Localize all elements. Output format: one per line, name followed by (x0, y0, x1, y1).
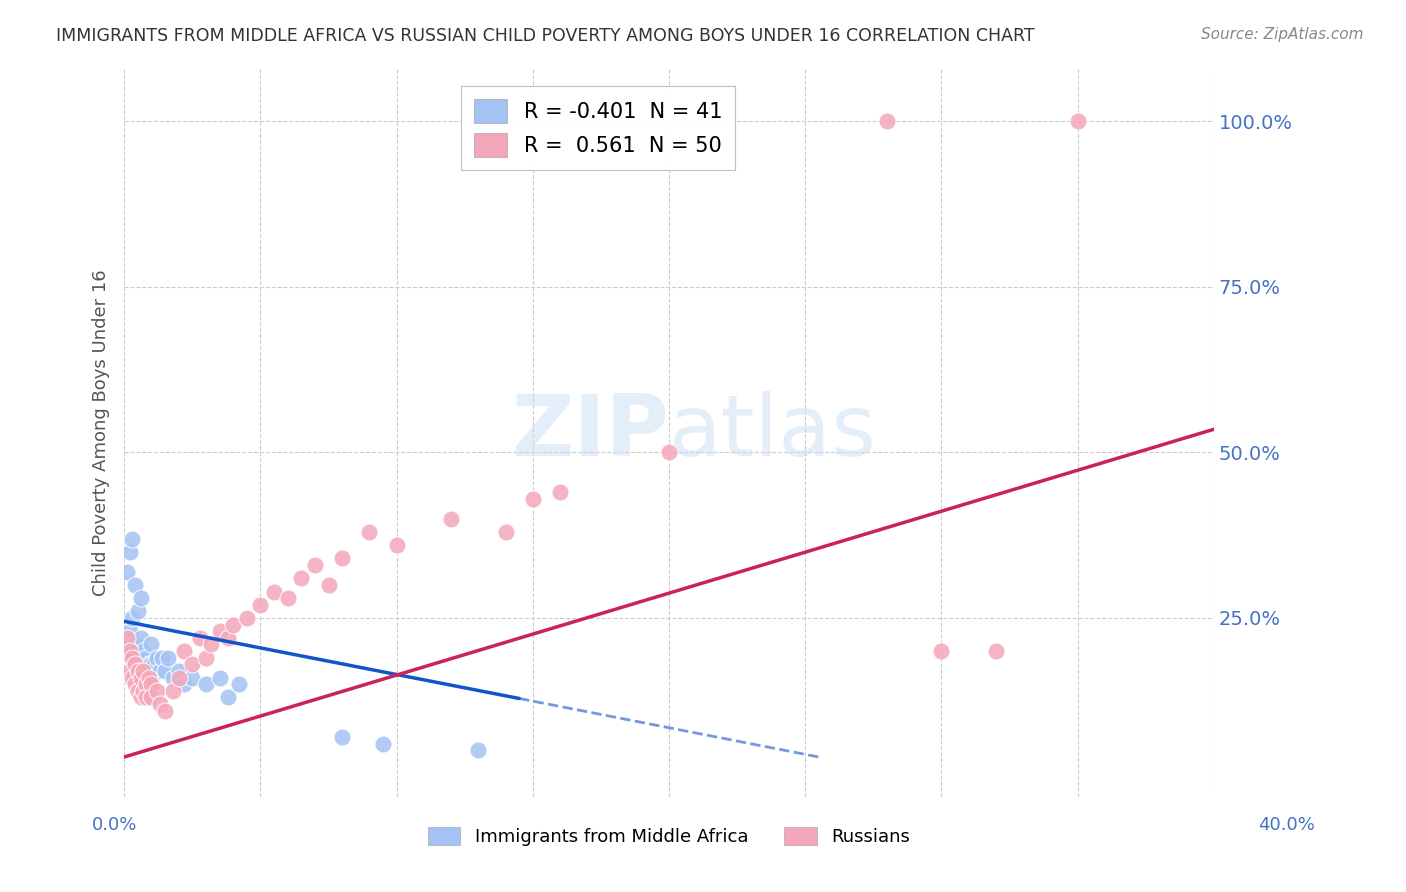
Point (1066, 114, 1088, 128)
Point (150, 650, 173, 665)
Point (135, 690, 157, 705)
Point (129, 690, 152, 705)
Point (167, 664, 190, 678)
Text: 0.0%: 0.0% (91, 816, 136, 834)
Point (200, 637, 222, 651)
Point (194, 650, 217, 665)
Point (167, 671, 190, 685)
Point (149, 697, 172, 711)
Point (141, 637, 163, 651)
Text: atlas: atlas (669, 391, 877, 475)
Point (135, 650, 157, 665)
Point (121, 532, 143, 546)
Point (440, 511, 463, 525)
Point (228, 677, 250, 691)
Point (118, 644, 141, 658)
Text: ZIP: ZIP (512, 391, 669, 475)
Point (146, 650, 169, 665)
Point (658, 445, 681, 459)
Point (371, 737, 394, 751)
Point (548, 485, 571, 500)
Point (124, 677, 146, 691)
Point (118, 664, 141, 678)
Point (330, 730, 353, 744)
Point (153, 664, 176, 678)
Y-axis label: Child Poverty Among Boys Under 16: Child Poverty Among Boys Under 16 (93, 269, 110, 596)
Point (132, 644, 155, 658)
Point (522, 491, 544, 506)
Point (876, 114, 898, 128)
Point (143, 657, 166, 672)
Point (127, 664, 149, 678)
Point (277, 591, 299, 606)
Point (359, 524, 381, 539)
Point (115, 631, 138, 645)
Point (931, 644, 953, 658)
Point (194, 677, 217, 691)
Point (135, 671, 157, 685)
Point (141, 657, 163, 672)
Point (181, 671, 204, 685)
Point (135, 677, 157, 691)
Text: Source: ZipAtlas.com: Source: ZipAtlas.com (1201, 27, 1364, 42)
Point (162, 683, 184, 698)
Point (290, 571, 312, 585)
Point (153, 704, 176, 718)
Point (127, 650, 149, 665)
Text: 40.0%: 40.0% (1258, 816, 1315, 834)
Legend: R = -0.401  N = 41, R =  0.561  N = 50: R = -0.401 N = 41, R = 0.561 N = 50 (461, 87, 735, 169)
Point (467, 743, 489, 757)
Point (121, 650, 143, 665)
Point (115, 637, 138, 651)
Point (118, 545, 141, 559)
Point (236, 611, 259, 625)
Point (304, 558, 326, 572)
Point (217, 690, 239, 705)
Point (318, 578, 340, 592)
Point (156, 650, 179, 665)
Point (124, 578, 146, 592)
Point (173, 677, 195, 691)
Point (495, 524, 517, 539)
Point (121, 611, 143, 625)
Point (121, 671, 143, 685)
Point (132, 683, 155, 698)
Point (121, 644, 143, 658)
Point (115, 631, 138, 645)
Point (132, 664, 155, 678)
Point (115, 565, 138, 579)
Point (181, 657, 204, 672)
Point (138, 657, 160, 672)
Point (208, 671, 231, 685)
Point (118, 624, 141, 639)
Point (132, 664, 155, 678)
Point (190, 631, 212, 645)
Point (162, 671, 184, 685)
Point (124, 637, 146, 651)
Text: IMMIGRANTS FROM MIDDLE AFRICA VS RUSSIAN CHILD POVERTY AMONG BOYS UNDER 16 CORRE: IMMIGRANTS FROM MIDDLE AFRICA VS RUSSIAN… (56, 27, 1035, 45)
Point (127, 683, 149, 698)
Point (138, 671, 160, 685)
Point (127, 604, 149, 618)
Point (385, 538, 408, 552)
Point (208, 624, 231, 639)
Point (249, 598, 271, 612)
Point (141, 690, 163, 705)
Point (330, 551, 353, 566)
Point (129, 631, 152, 645)
Point (124, 657, 146, 672)
Point (129, 591, 152, 606)
Point (129, 671, 152, 685)
Point (149, 664, 172, 678)
Point (124, 657, 146, 672)
Point (173, 644, 195, 658)
Point (118, 644, 141, 658)
Point (217, 631, 239, 645)
Point (984, 644, 1007, 658)
Point (222, 617, 245, 632)
Point (263, 584, 285, 599)
Point (146, 683, 169, 698)
Point (129, 664, 152, 678)
Point (141, 677, 163, 691)
